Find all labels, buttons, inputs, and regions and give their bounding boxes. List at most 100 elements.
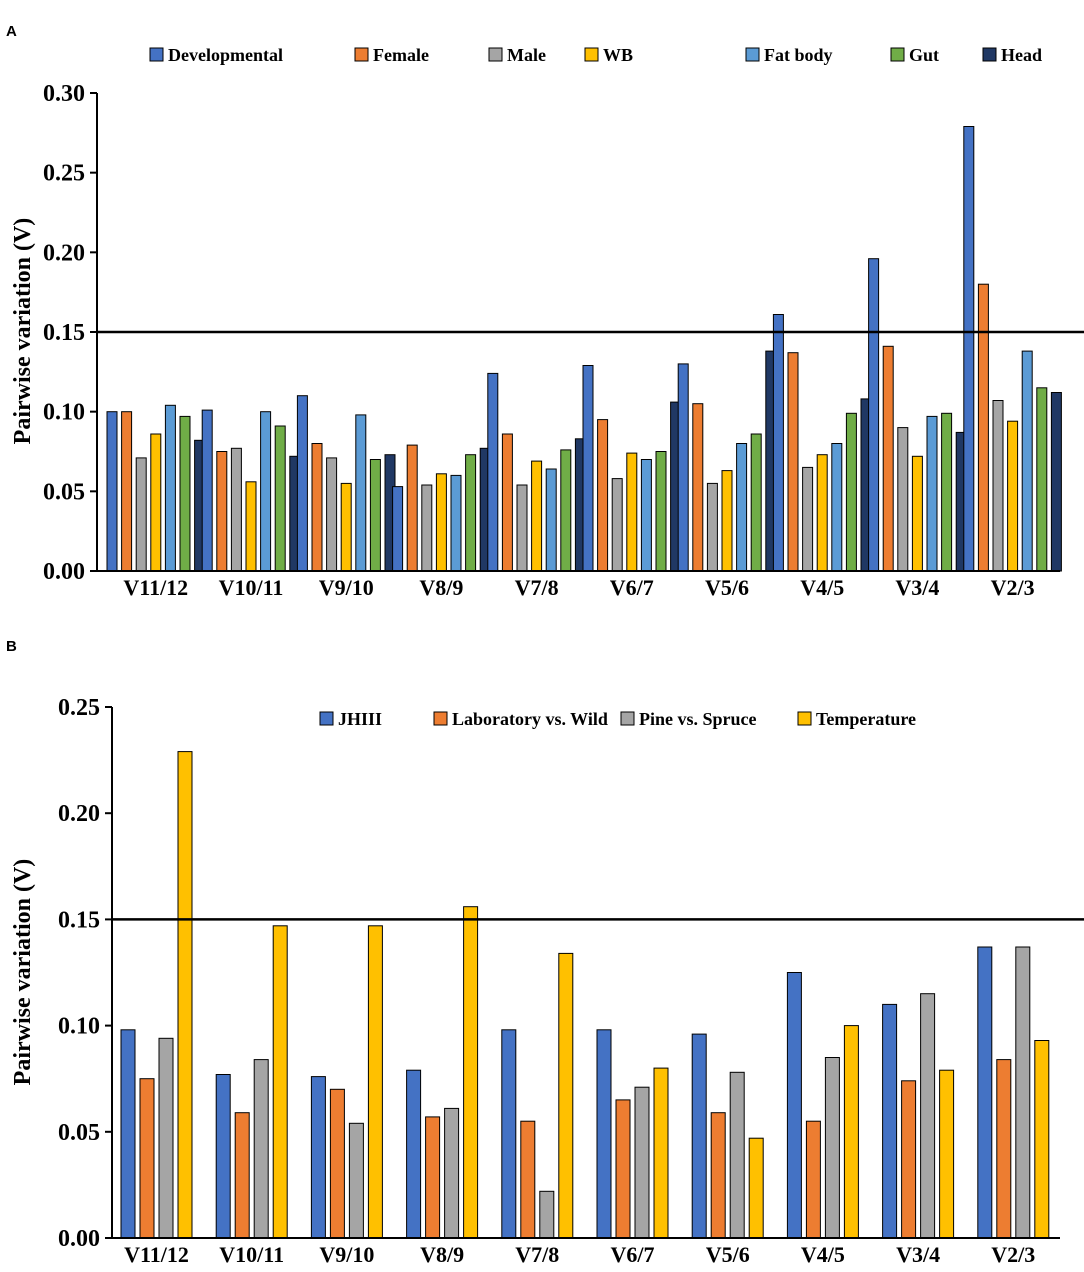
panel-b-bar-jhiii-v4-5 bbox=[786, 972, 802, 1239]
panel-b-legend-label-laboratory-vs-wild: Laboratory vs. Wild bbox=[452, 709, 608, 729]
panel-a-bar-male-v10-11 bbox=[230, 447, 242, 572]
panel-a-x-tick-label-v3-4: V3/4 bbox=[895, 575, 939, 600]
panel-b-bar-temperature-v5-6 bbox=[748, 1137, 764, 1239]
panel-a-bar-male-v8-9 bbox=[421, 484, 433, 572]
panel-b-legend-swatch-temperature bbox=[797, 711, 812, 726]
panel-a-bar-male-v5-6 bbox=[706, 482, 718, 572]
panel-a-bar-head-v2-3 bbox=[1050, 392, 1062, 572]
panel-a-bar-wb-v10-11 bbox=[245, 481, 257, 572]
panel-b-bar-temperature-v4-5 bbox=[843, 1025, 859, 1239]
panel-a-legend-label-head: Head bbox=[1001, 45, 1042, 65]
panel-b-bar-laboratory-vs-wild-v6-7 bbox=[615, 1099, 631, 1239]
panel-b-y-tick-label-0-25: 0.25 bbox=[58, 695, 100, 721]
panel-a-bar-developmental-v7-8 bbox=[487, 372, 499, 572]
panel-a-axes: V11/12 V10/11 V9/10 V8/9 V7/8 V6/7 V5/6 V4/5 V3/… bbox=[43, 81, 1084, 600]
panel-b-legend-swatch-pine-vs-spruce bbox=[620, 711, 635, 726]
panel-b-bar-jhiii-v8-9 bbox=[406, 1069, 422, 1239]
panel-a-legend-swatch-fat-body bbox=[745, 47, 760, 62]
panel-a-bar-wb-v7-8 bbox=[531, 460, 543, 572]
panel-b-bar-temperature-v6-7 bbox=[653, 1067, 669, 1239]
panel-b-legend-label-jhiii: JHIII bbox=[338, 709, 382, 729]
panel-b-legend-swatch-laboratory-vs-wild bbox=[433, 711, 448, 726]
panel-a-y-tick-label-0-20: 0.20 bbox=[43, 240, 85, 266]
panel-b-bar-jhiii-v9-10 bbox=[310, 1076, 326, 1239]
panel-b-y-tick-label-0-05: 0.05 bbox=[58, 1120, 100, 1146]
panel-b-bar-pine-vs-spruce-v3-4 bbox=[920, 993, 936, 1239]
panel-b-bar-pine-vs-spruce-v2-3 bbox=[1015, 946, 1031, 1239]
panel-a-bar-fat-body-v9-10 bbox=[355, 414, 367, 572]
panel-b-x-tick-label-v9-10: V9/10 bbox=[319, 1242, 374, 1267]
panel-b-bar-temperature-v11-12 bbox=[177, 751, 193, 1239]
panel-a-bar-gut-v8-9 bbox=[465, 454, 477, 572]
panel-b-bar-temperature-v3-4 bbox=[939, 1069, 955, 1239]
panel-a-bar-male-v3-4 bbox=[897, 427, 909, 572]
panel-a-bar-gut-v11-12 bbox=[179, 415, 191, 572]
panel-b-y-tick-label-0-15: 0.15 bbox=[58, 907, 100, 933]
panel-a-legend-label-female: Female bbox=[373, 45, 429, 65]
panel-a-bar-developmental-v10-11 bbox=[201, 409, 213, 572]
panel-a-bar-male-v2-3 bbox=[992, 400, 1004, 572]
panel-b-legend: JHIII Laboratory vs. Wild Pine vs. Spruce T… bbox=[319, 709, 916, 729]
panel-a-bar-fat-body-v11-12 bbox=[164, 404, 176, 572]
panel-a-bar-fat-body-v2-3 bbox=[1021, 350, 1033, 572]
panel-a-bar-developmental-v6-7 bbox=[582, 365, 594, 572]
panel-a-bar-male-v9-10 bbox=[326, 457, 338, 572]
panel-b-bar-pine-vs-spruce-v6-7 bbox=[634, 1086, 650, 1239]
panel-b-bar-laboratory-vs-wild-v11-12 bbox=[139, 1078, 155, 1239]
panel-b-bar-pine-vs-spruce-v5-6 bbox=[729, 1071, 745, 1239]
panel-a-legend: Developmental Female Male WB Fat body Gut Head bbox=[149, 45, 1042, 65]
panel-b-bar-temperature-v7-8 bbox=[558, 952, 574, 1239]
panel-a-bar-male-v4-5 bbox=[802, 466, 814, 572]
panel-b-bar-pine-vs-spruce-v9-10 bbox=[348, 1122, 364, 1239]
panel-a-bar-female-v7-8 bbox=[501, 433, 513, 572]
panel-b: B Pairwise variation (V) JHIII Laboratory… bbox=[6, 638, 1084, 1267]
panel-b-letter: B bbox=[6, 638, 17, 655]
panel-a-y-tick-label-0-25: 0.25 bbox=[43, 161, 85, 187]
panel-a-bar-gut-v7-8 bbox=[560, 449, 572, 572]
panel-a-bar-fat-body-v8-9 bbox=[450, 474, 462, 572]
panel-b-y-tick-label-0-20: 0.20 bbox=[58, 801, 100, 827]
panel-a-bar-wb-v3-4 bbox=[911, 455, 923, 572]
panel-b-bar-pine-vs-spruce-v8-9 bbox=[444, 1107, 460, 1239]
panel-a-bar-fat-body-v5-6 bbox=[736, 443, 748, 572]
panel-a-x-tick-label-v8-9: V8/9 bbox=[419, 575, 463, 600]
panel-b-axes: V11/12 V10/11 V9/10 V8/9 V7/8 V6/7 V5/6 V4/5 V3/… bbox=[58, 695, 1084, 1267]
panel-b-bar-pine-vs-spruce-v4-5 bbox=[824, 1057, 840, 1239]
panel-b-x-tick-label-v7-8: V7/8 bbox=[515, 1242, 559, 1267]
panel-a-bar-female-v11-12 bbox=[121, 411, 133, 572]
panel-b-x-tick-label-v8-9: V8/9 bbox=[420, 1242, 464, 1267]
panel-a-y-tick-label-0-10: 0.10 bbox=[43, 400, 85, 426]
panel-a-y-axis-label: Pairwise variation (V) bbox=[10, 218, 36, 445]
panel-a-y-tick-label-0-15: 0.15 bbox=[43, 320, 85, 346]
panel-b-bar-laboratory-vs-wild-v7-8 bbox=[520, 1120, 536, 1239]
panel-a-y-tick-label-0-30: 0.30 bbox=[43, 81, 85, 107]
panel-a-legend-label-gut: Gut bbox=[909, 45, 939, 65]
panel-b-bar-temperature-v8-9 bbox=[463, 906, 479, 1239]
panel-b-bars bbox=[120, 751, 1050, 1239]
panel-a-bar-fat-body-v4-5 bbox=[831, 443, 843, 572]
panel-a-legend-swatch-developmental bbox=[149, 47, 164, 62]
panel-b-y-tick-label-0-10: 0.10 bbox=[58, 1014, 100, 1040]
panel-a-bar-wb-v8-9 bbox=[435, 473, 447, 572]
panel-a-legend-swatch-gut bbox=[890, 47, 905, 62]
panel-a-legend-swatch-head bbox=[982, 47, 997, 62]
panel-b-bar-temperature-v2-3 bbox=[1034, 1040, 1050, 1239]
panel-a-bar-developmental-v4-5 bbox=[772, 314, 784, 572]
panel-a-bar-wb-v9-10 bbox=[340, 482, 352, 572]
panel-a-x-tick-label-v9-10: V9/10 bbox=[319, 575, 374, 600]
panel-b-bar-laboratory-vs-wild-v4-5 bbox=[805, 1120, 821, 1239]
panel-a-x-tick-label-v2-3: V2/3 bbox=[991, 575, 1035, 600]
panel-a-bar-fat-body-v6-7 bbox=[640, 459, 652, 572]
panel-a-bar-female-v8-9 bbox=[406, 444, 418, 572]
panel-b-bar-jhiii-v7-8 bbox=[501, 1029, 517, 1239]
panel-b-bar-laboratory-vs-wild-v3-4 bbox=[901, 1080, 917, 1239]
panel-a: A Pairwise variation (V) Developmental Fe… bbox=[6, 23, 1084, 600]
panel-b-bar-pine-vs-spruce-v7-8 bbox=[539, 1190, 555, 1239]
panel-a-bar-female-v6-7 bbox=[597, 419, 609, 572]
panel-b-bar-jhiii-v2-3 bbox=[977, 946, 993, 1239]
panel-a-legend-label-developmental: Developmental bbox=[168, 45, 283, 65]
panel-a-bar-wb-v2-3 bbox=[1007, 420, 1019, 572]
panel-a-bar-gut-v10-11 bbox=[274, 425, 286, 572]
panel-b-x-tick-label-v2-3: V2/3 bbox=[991, 1242, 1035, 1267]
